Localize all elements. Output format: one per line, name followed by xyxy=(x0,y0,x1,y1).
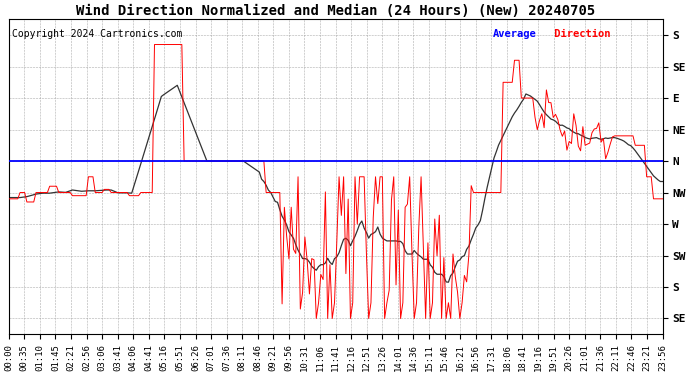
Text: Average: Average xyxy=(493,29,536,39)
Text: Copyright 2024 Cartronics.com: Copyright 2024 Cartronics.com xyxy=(12,29,182,39)
Text: Direction: Direction xyxy=(548,29,611,39)
Title: Wind Direction Normalized and Median (24 Hours) (New) 20240705: Wind Direction Normalized and Median (24… xyxy=(76,4,595,18)
